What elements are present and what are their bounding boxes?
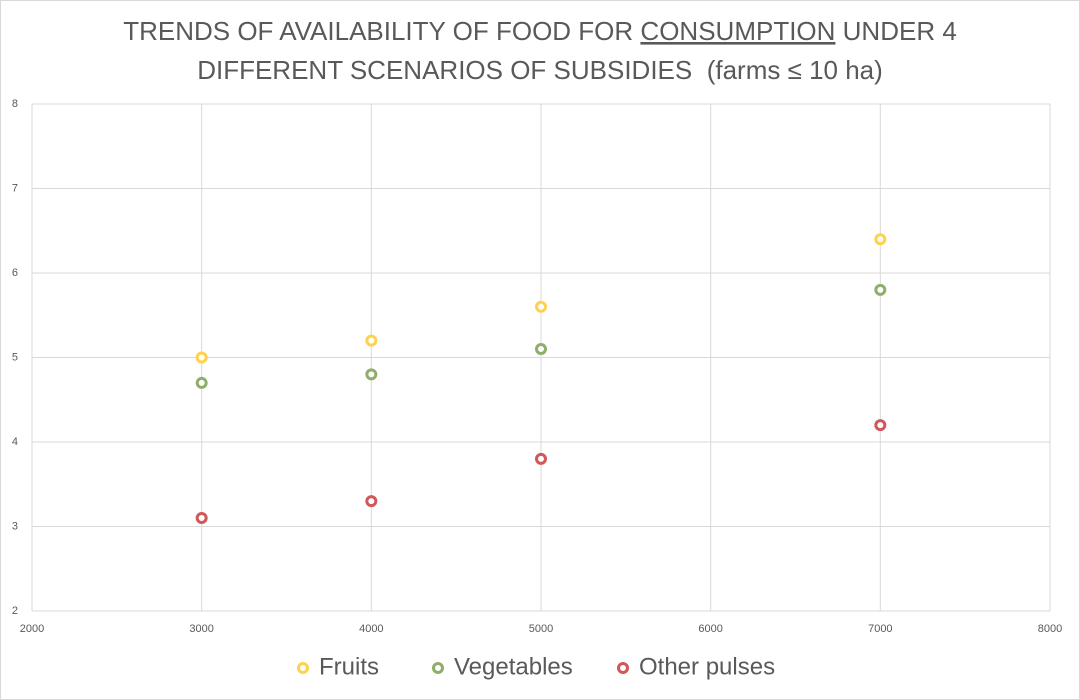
legend-label: Other pulses: [639, 653, 775, 680]
x-tick-label: 5000: [529, 623, 553, 635]
y-tick-label: 5: [12, 351, 18, 363]
point: [365, 495, 378, 508]
title-part: TRENDS OF AVAILABILITY OF FOOD FOR: [123, 16, 633, 46]
chart-title: TRENDS OF AVAILABILITY OF FOOD FOR CONSU…: [123, 16, 957, 46]
chart-title: DIFFERENT SCENARIOS OF SUBSIDIES (farms …: [197, 55, 883, 85]
x-tick-label: 7000: [868, 623, 892, 635]
y-tick-label: 7: [12, 182, 18, 194]
x-tick-label: 6000: [698, 623, 722, 635]
title-part: CONSUMPTION: [640, 16, 835, 46]
point: [874, 233, 887, 246]
y-tick-label: 4: [12, 436, 18, 448]
x-tick-label: 4000: [359, 623, 383, 635]
x-tick-label: 3000: [189, 623, 213, 635]
legend-label: Fruits: [319, 653, 379, 680]
legend-marker: [617, 662, 629, 674]
legend-label: Vegetables: [454, 653, 573, 680]
point: [195, 512, 208, 525]
x-tick-label: 8000: [1038, 623, 1062, 635]
x-tick-label: 2000: [20, 623, 44, 635]
point: [365, 334, 378, 347]
point: [365, 368, 378, 381]
point: [535, 452, 547, 465]
point: [874, 283, 887, 296]
y-tick-label: 6: [12, 267, 18, 279]
legend-marker: [432, 662, 444, 674]
point: [535, 343, 547, 356]
point: [195, 351, 208, 364]
y-tick-label: 8: [12, 98, 18, 110]
legend-marker: [297, 662, 309, 674]
point: [874, 419, 887, 432]
title-part: UNDER 4: [843, 16, 957, 46]
point: [195, 376, 208, 389]
y-tick-label: 2: [12, 605, 18, 617]
point: [535, 300, 547, 313]
y-tick-label: 3: [12, 520, 18, 532]
